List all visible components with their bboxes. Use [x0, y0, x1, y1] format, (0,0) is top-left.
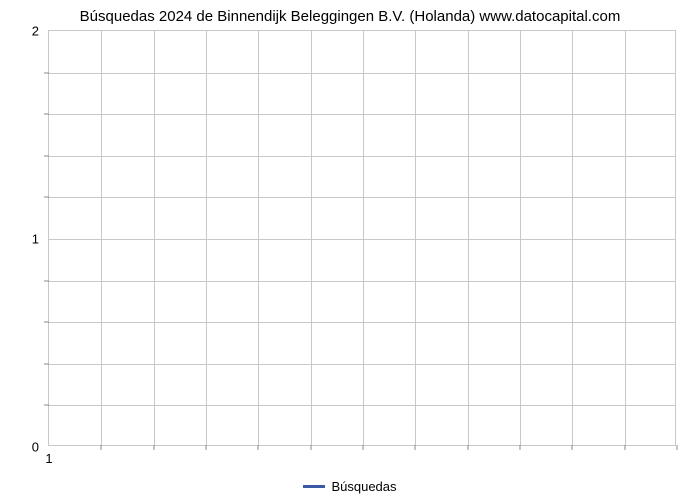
x-minor-tick — [206, 445, 207, 450]
grid-line-horizontal — [49, 73, 675, 74]
grid-line-vertical — [520, 31, 521, 445]
grid-line-horizontal — [49, 197, 675, 198]
legend-label: Búsquedas — [331, 479, 396, 494]
y-minor-tick — [44, 363, 49, 364]
grid-line-horizontal — [49, 322, 675, 323]
grid-line-vertical — [206, 31, 207, 445]
y-minor-tick — [44, 280, 49, 281]
grid-line-vertical — [311, 31, 312, 445]
grid-line-horizontal — [49, 364, 675, 365]
y-minor-tick — [44, 322, 49, 323]
y-minor-tick — [44, 405, 49, 406]
x-tick-label: 1 — [45, 451, 52, 466]
y-minor-tick — [44, 114, 49, 115]
x-minor-tick — [572, 445, 573, 450]
grid-line-vertical — [625, 31, 626, 445]
y-tick-label: 0 — [19, 440, 39, 455]
legend-swatch — [303, 485, 325, 488]
grid-line-vertical — [154, 31, 155, 445]
x-minor-tick — [677, 445, 678, 450]
x-minor-tick — [415, 445, 416, 450]
grid-line-vertical — [468, 31, 469, 445]
x-minor-tick — [363, 445, 364, 450]
y-tick-label: 1 — [19, 232, 39, 247]
chart-title: Búsquedas 2024 de Binnendijk Beleggingen… — [0, 8, 700, 25]
grid-line-horizontal — [49, 156, 675, 157]
x-minor-tick — [310, 445, 311, 450]
grid-line-vertical — [258, 31, 259, 445]
grid-line-vertical — [415, 31, 416, 445]
chart-container: Búsquedas 2024 de Binnendijk Beleggingen… — [0, 0, 700, 500]
x-minor-tick — [101, 445, 102, 450]
legend: Búsquedas — [0, 478, 700, 494]
x-minor-tick — [258, 445, 259, 450]
grid-line-horizontal — [49, 114, 675, 115]
plot-area: 0121 — [48, 30, 676, 446]
x-minor-tick — [467, 445, 468, 450]
grid-line-horizontal — [49, 239, 675, 240]
y-minor-tick — [44, 197, 49, 198]
grid-line-horizontal — [49, 405, 675, 406]
grid-line-vertical — [101, 31, 102, 445]
x-minor-tick — [624, 445, 625, 450]
grid-line-vertical — [572, 31, 573, 445]
x-minor-tick — [153, 445, 154, 450]
y-minor-tick — [44, 72, 49, 73]
x-minor-tick — [520, 445, 521, 450]
grid-line-vertical — [363, 31, 364, 445]
y-minor-tick — [44, 155, 49, 156]
grid-line-horizontal — [49, 281, 675, 282]
y-tick-label: 2 — [19, 24, 39, 39]
